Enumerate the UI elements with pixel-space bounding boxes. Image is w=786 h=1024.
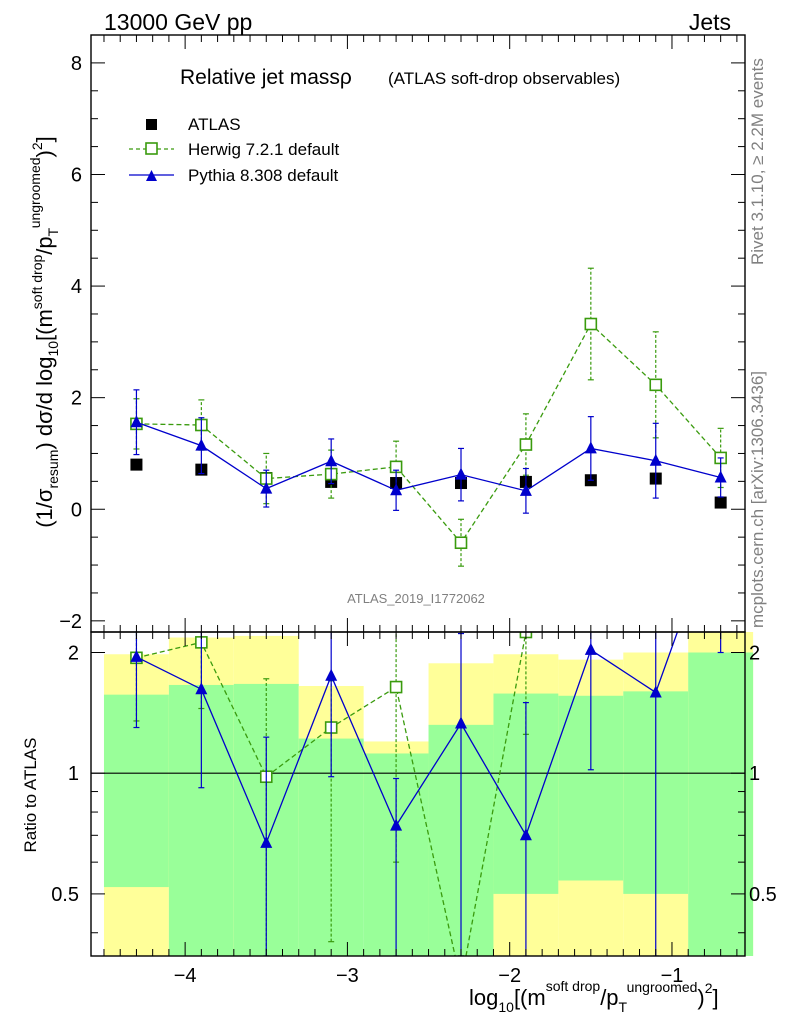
main-point	[714, 496, 727, 509]
x-tick-label: −4	[174, 965, 197, 987]
main-series-layer	[130, 267, 727, 567]
legend-entry-pythia: Pythia 8.308 default	[129, 166, 339, 185]
legend-entry-herwig: Herwig 7.2.1 default	[129, 140, 339, 159]
ratio-y-tick-label: 1	[68, 763, 79, 785]
y-tick-label: 0	[71, 499, 82, 521]
ratio-point	[389, 680, 403, 694]
main-point	[584, 441, 597, 454]
main-series-1	[130, 267, 727, 567]
ratio-series-layer	[130, 632, 724, 988]
ratio-point	[456, 977, 467, 988]
ratio-point	[584, 642, 597, 655]
ratio-point	[519, 828, 532, 841]
main-point	[455, 467, 468, 480]
legend-atlas-marker	[146, 119, 157, 130]
ratio-point	[649, 685, 662, 698]
y-tick-label: 6	[71, 164, 82, 186]
main-series-line	[136, 421, 721, 492]
main-series-line	[136, 322, 722, 544]
main-point	[130, 458, 143, 471]
ratio-point	[325, 668, 338, 681]
ratio-series-line	[136, 632, 679, 845]
y-tick-label: −2	[59, 611, 82, 633]
x-tick-label: −2	[498, 965, 521, 987]
main-series-0	[130, 458, 727, 509]
main-point	[390, 483, 403, 496]
main-point	[649, 378, 663, 392]
main-point	[714, 470, 727, 483]
ratio-y-tick-label-right: 2	[749, 643, 760, 665]
ratio-series-1	[130, 632, 724, 956]
x-tick-label: −1	[661, 965, 684, 987]
main-point	[195, 438, 208, 451]
main-point	[130, 415, 143, 428]
legend-pythia-label: Pythia 8.308 default	[188, 166, 339, 185]
main-series-2	[130, 389, 727, 514]
category-label: Jets	[689, 9, 731, 35]
ratio-point	[390, 818, 403, 831]
main-point	[584, 317, 598, 331]
axes-layer: −4 −3 −2 −1 −2 0 2 4 6 8 0.5 0.5 1 1 2 2	[51, 34, 777, 987]
legend-herwig-label: Herwig 7.2.1 default	[188, 140, 339, 159]
y-tick-label: 8	[71, 53, 82, 75]
ratio-y-tick-label-right: 0.5	[749, 884, 777, 906]
main-point	[260, 481, 273, 494]
legend-entry-atlas: ATLAS	[146, 115, 241, 134]
y-tick-label: 4	[71, 276, 82, 298]
ratio-point	[455, 716, 468, 729]
legend-atlas-label: ATLAS	[188, 115, 241, 134]
rivet-label: Rivet 3.1.10, ≥ 2.2M events	[748, 58, 767, 265]
main-title: Relative jet massρ	[180, 66, 352, 89]
legend-pythia-marker	[146, 170, 157, 181]
main-subtitle: (ATLAS soft-drop observables)	[388, 69, 620, 88]
ratio-y-tick-label: 2	[68, 643, 79, 665]
ratio-point	[260, 835, 273, 848]
analysis-watermark: ATLAS_2019_I1772062	[347, 591, 485, 606]
legend-herwig-marker	[145, 142, 158, 155]
ratio-frame	[90, 631, 746, 957]
ratio-band-inner	[688, 652, 754, 956]
ratio-point	[195, 682, 208, 695]
ratio-y-tick-label-right: 1	[749, 763, 760, 785]
ratio-y-tick-label: 0.5	[51, 884, 79, 906]
ratio-point	[130, 649, 143, 662]
x-tick-label: −3	[336, 965, 359, 987]
energy-label: 13000 GeV pp	[104, 9, 252, 35]
main-point	[519, 483, 532, 496]
main-point	[649, 453, 662, 466]
main-point	[519, 438, 533, 451]
ratio-panel	[91, 632, 754, 956]
svg-text:(1/σresum) dσ/d log10[(msoft d: (1/σresum) dσ/d log10[(msoft drop/pTungr…	[27, 136, 61, 528]
main-point	[325, 454, 338, 467]
legend: ATLAS Herwig 7.2.1 default Pythia 8.308 …	[129, 115, 339, 185]
mcplots-label: mcplots.cern.ch [arXiv:1306.3436]	[748, 371, 767, 628]
main-y-axis-label: (1/σresum) dσ/d log10[(msoft drop/pTungr…	[27, 136, 61, 528]
y-tick-label: 2	[71, 388, 82, 410]
ratio-y-axis-label: Ratio to ATLAS	[21, 738, 40, 853]
main-point	[454, 536, 468, 550]
